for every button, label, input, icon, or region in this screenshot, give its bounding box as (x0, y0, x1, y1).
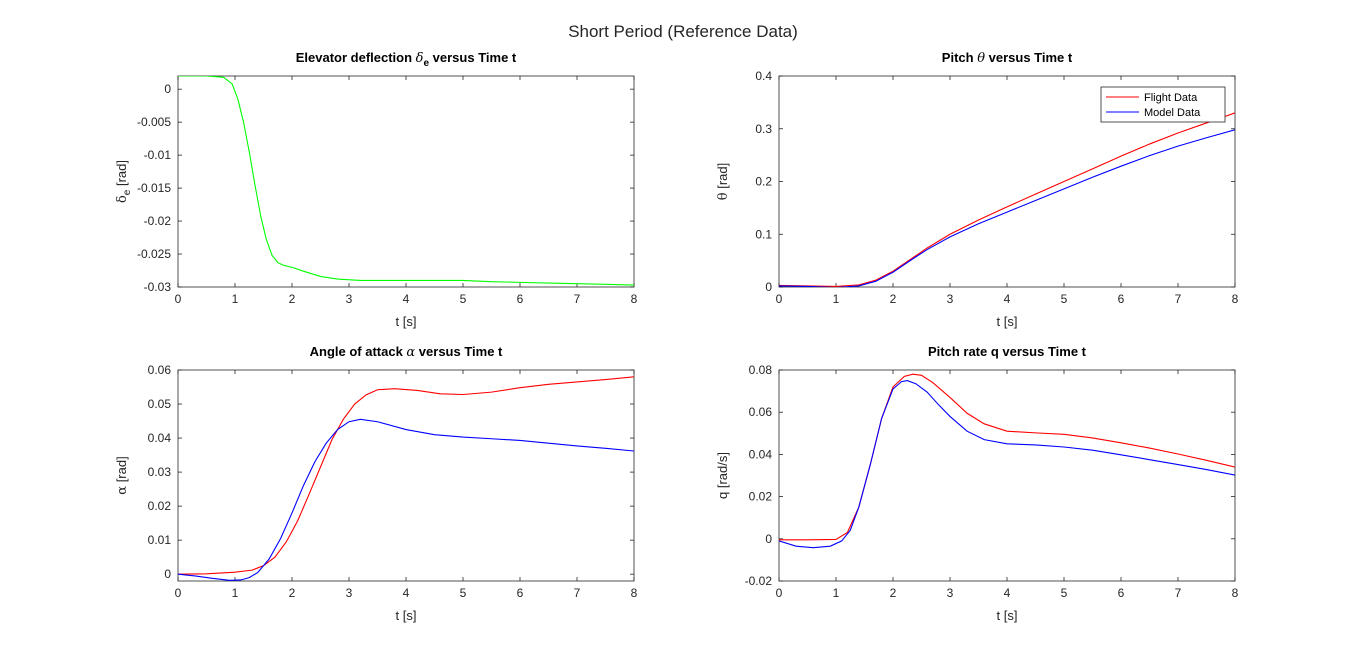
x-tick-label: 3 (346, 586, 353, 600)
x-tick-label: 6 (517, 586, 524, 600)
subplot-title: Angle of attack α versus Time t (310, 344, 503, 360)
x-tick-label: 2 (890, 586, 897, 600)
legend-entry: Model Data (1144, 107, 1201, 119)
x-tick-label: 4 (1004, 586, 1011, 600)
axes-frame (778, 369, 1236, 582)
x-tick-label: 1 (833, 292, 840, 306)
y-tick-label: 0.4 (755, 69, 772, 83)
y-tick-label: 0.02 (749, 490, 773, 504)
x-tick-label: 2 (289, 586, 296, 600)
x-tick-label: 4 (1004, 292, 1011, 306)
y-tick-label: 0.01 (148, 533, 172, 547)
y-tick-label: 0.03 (148, 465, 172, 479)
x-tick-label: 6 (517, 292, 524, 306)
x-tick-label: 3 (947, 586, 954, 600)
subplots: 0 1 2 3 4 5 6 7 80-0.005-0.01-0.015-0.02-0.025-0… (114, 50, 1239, 623)
series-line-model-data (779, 129, 1235, 287)
x-axis-label: t [s] (997, 314, 1018, 329)
x-tick-label: 1 (232, 292, 239, 306)
y-tick-label: -0.02 (745, 574, 773, 588)
subplot-title: Elevator deflection δe versus Time t (296, 50, 517, 69)
y-tick-label: -0.025 (137, 247, 171, 261)
y-tick-label: -0.01 (144, 148, 172, 162)
series-line-model-data (178, 418, 634, 581)
x-tick-label: 5 (1061, 292, 1068, 306)
series-line-elevator (178, 76, 634, 286)
x-tick-label: 7 (574, 292, 581, 306)
x-tick-label: 1 (232, 586, 239, 600)
y-tick-label: 0 (765, 280, 772, 294)
y-tick-label: 0 (164, 567, 171, 581)
y-tick-label: 0.2 (755, 175, 772, 189)
y-tick-label: 0.04 (749, 447, 773, 461)
x-tick-label: 0 (175, 586, 182, 600)
x-tick-label: 1 (833, 586, 840, 600)
x-tick-label: 6 (1118, 586, 1125, 600)
x-tick-label: 5 (1061, 586, 1068, 600)
x-axis-label: t [s] (396, 314, 417, 329)
y-tick-label: 0 (765, 532, 772, 546)
y-axis-label: δe [rad] (114, 160, 133, 203)
x-tick-label: 3 (947, 292, 954, 306)
axes-frame (177, 369, 635, 582)
y-tick-label: 0.04 (148, 431, 172, 445)
y-axis-label: q [rad/s] (715, 452, 730, 499)
x-tick-label: 7 (1175, 586, 1182, 600)
x-tick-label: 8 (631, 586, 638, 600)
y-tick-label: 0.06 (148, 363, 172, 377)
x-tick-label: 0 (175, 292, 182, 306)
y-tick-label: 0.02 (148, 499, 172, 513)
y-tick-label: 0.06 (749, 405, 773, 419)
x-axis-label: t [s] (396, 608, 417, 623)
legend-entry: Flight Data (1144, 92, 1198, 104)
x-tick-label: 5 (460, 586, 467, 600)
x-tick-label: 2 (890, 292, 897, 306)
y-tick-label: 0.3 (755, 122, 772, 136)
x-tick-label: 3 (346, 292, 353, 306)
x-tick-label: 6 (1118, 292, 1125, 306)
subplot-3: 0 1 2 3 4 5 6 7 8 0 0.01 0.02 0.03 0.04 0.05 0.06 Angle … (114, 344, 638, 623)
x-tick-label: 8 (1232, 586, 1239, 600)
x-tick-label: 2 (289, 292, 296, 306)
x-axis-label: t [s] (997, 608, 1018, 623)
figure-title: Short Period (Reference Data) (568, 22, 798, 41)
y-tick-label: 0.08 (749, 363, 773, 377)
axes-frame (177, 75, 635, 288)
y-tick-label: -0.005 (137, 115, 171, 129)
series-line-model-data (779, 379, 1235, 549)
x-tick-label: 7 (574, 586, 581, 600)
x-tick-label: 0 (776, 586, 783, 600)
y-tick-label: 0 (164, 82, 171, 96)
x-tick-label: 0 (776, 292, 783, 306)
y-axis-label: α [rad] (114, 456, 130, 494)
y-tick-label: -0.03 (144, 280, 172, 294)
x-tick-label: 5 (460, 292, 467, 306)
series-line-flight-data (779, 112, 1235, 287)
y-axis-label: θ [rad] (715, 163, 731, 200)
y-tick-label: -0.02 (144, 214, 172, 228)
legend: Flight Data Model Data (1100, 86, 1226, 123)
x-tick-label: 4 (403, 292, 410, 306)
x-tick-label: 8 (631, 292, 638, 306)
x-tick-label: 7 (1175, 292, 1182, 306)
subplot-1: 0 1 2 3 4 5 6 7 8 0 -0.005 -0.01 -0.015 -0.02 -0.025 -0… (114, 50, 638, 329)
subplot-title: Pitch rate q versus Time t (928, 344, 1087, 359)
y-tick-label: -0.015 (137, 181, 171, 195)
legend-box (1100, 86, 1226, 123)
subplot-2: 0 1 2 3 4 5 6 7 8 0 0.1 0.2 0.3 0.4 Pitch θ versus Tim… (715, 50, 1239, 329)
x-tick-label: 8 (1232, 292, 1239, 306)
y-tick-label: 0.05 (148, 397, 172, 411)
x-tick-label: 4 (403, 586, 410, 600)
subplot-title: Pitch θ versus Time t (942, 50, 1073, 66)
y-tick-label: 0.1 (755, 227, 772, 241)
